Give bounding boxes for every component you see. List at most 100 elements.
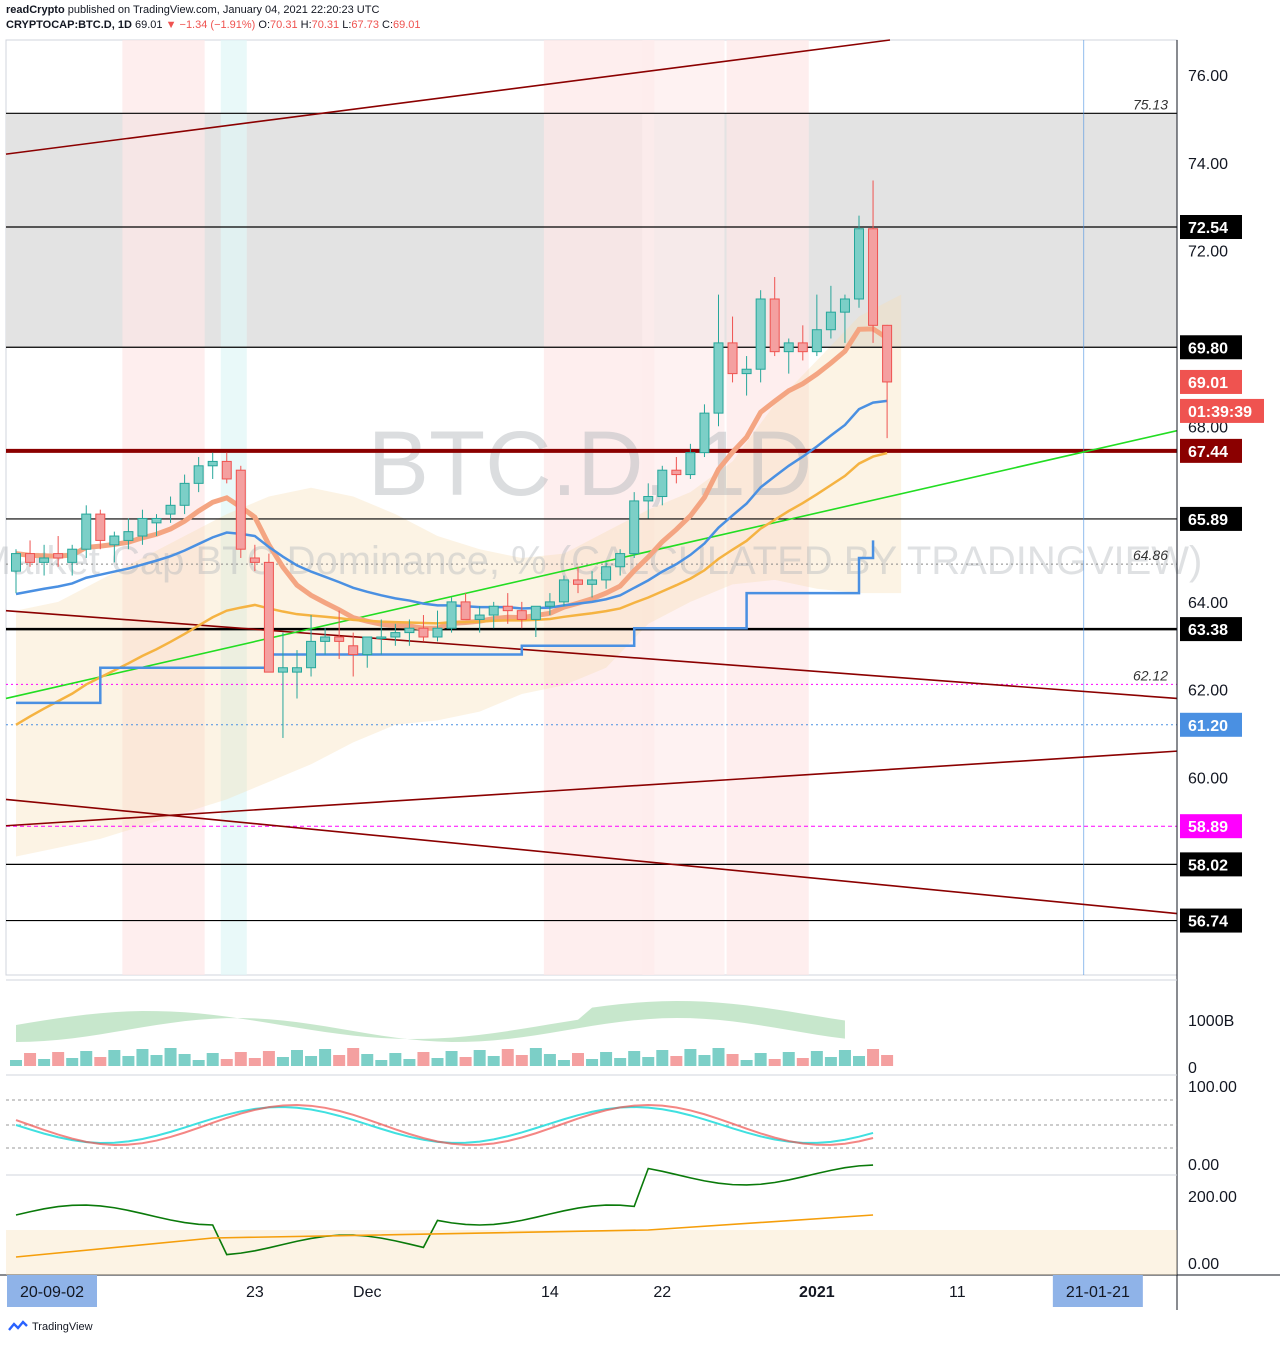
volume-tick-label: 1000B <box>1188 1013 1234 1030</box>
candle[interactable] <box>671 457 682 484</box>
candle[interactable] <box>558 575 569 607</box>
candle[interactable] <box>601 562 612 589</box>
candle[interactable] <box>418 615 429 642</box>
candle[interactable] <box>25 540 36 567</box>
candle[interactable] <box>516 601 527 629</box>
candle[interactable] <box>825 285 836 339</box>
candle[interactable] <box>390 623 401 646</box>
candle[interactable] <box>404 619 415 646</box>
price-label-text: 61.20 <box>1188 718 1228 735</box>
candle[interactable] <box>643 483 654 519</box>
candle[interactable] <box>11 549 21 594</box>
candle[interactable] <box>769 277 780 357</box>
candle[interactable] <box>502 593 513 624</box>
candle[interactable] <box>783 338 794 374</box>
candle[interactable] <box>151 514 162 537</box>
candle[interactable] <box>306 615 317 677</box>
candle[interactable] <box>179 474 190 515</box>
candle[interactable] <box>587 571 598 598</box>
candle[interactable] <box>320 628 331 655</box>
volume-bar <box>94 1057 107 1066</box>
candle[interactable] <box>755 290 766 383</box>
candle[interactable] <box>474 606 485 633</box>
candle[interactable] <box>249 544 260 572</box>
candle[interactable] <box>811 294 822 357</box>
candle[interactable] <box>868 180 879 343</box>
volume-bar <box>740 1060 753 1066</box>
candle[interactable] <box>348 632 359 677</box>
price-label: 56.74 <box>1180 908 1242 933</box>
volume-bar <box>726 1054 739 1066</box>
time-label-text: 22 <box>653 1284 671 1301</box>
candle-body <box>207 460 218 467</box>
candle[interactable] <box>741 356 752 396</box>
candle[interactable] <box>446 597 457 633</box>
candle[interactable] <box>137 509 148 545</box>
volume-bar <box>333 1055 346 1066</box>
candle[interactable] <box>207 452 218 479</box>
price-label: 63.38 <box>1180 617 1242 642</box>
volume-bar <box>782 1052 795 1066</box>
price-tick-label: 76.00 <box>1188 68 1228 85</box>
candle[interactable] <box>839 294 850 343</box>
price-tick-label: 68.00 <box>1188 419 1228 436</box>
candle[interactable] <box>530 605 541 637</box>
candle[interactable] <box>544 593 555 616</box>
publisher-name[interactable]: readCrypto <box>6 4 65 16</box>
candle-body <box>292 667 302 673</box>
volume-bar <box>403 1059 416 1066</box>
candle[interactable] <box>95 509 106 550</box>
candle[interactable] <box>882 324 893 439</box>
candle[interactable] <box>334 610 345 659</box>
candle[interactable] <box>699 404 710 458</box>
candle[interactable] <box>81 505 92 558</box>
candle[interactable] <box>432 610 443 642</box>
candle[interactable] <box>685 443 696 479</box>
volume-bar <box>80 1051 93 1066</box>
candle[interactable] <box>615 549 626 576</box>
published-text: published on TradingView.com, January 04… <box>67 4 380 16</box>
volume-bar <box>543 1054 556 1066</box>
candle[interactable] <box>727 316 738 383</box>
candle[interactable] <box>488 601 499 629</box>
candle[interactable] <box>797 325 808 361</box>
candle[interactable] <box>277 632 288 738</box>
candle[interactable] <box>362 636 373 668</box>
candle[interactable] <box>657 465 668 506</box>
green-trend-line <box>5 429 1178 700</box>
candle[interactable] <box>235 465 246 558</box>
last-price: 69.01 <box>134 19 163 31</box>
time-tick-label: 23 <box>246 1284 264 1301</box>
candle[interactable] <box>460 593 471 620</box>
candle-body <box>502 605 513 612</box>
candle[interactable] <box>67 544 78 576</box>
candle[interactable] <box>109 531 120 563</box>
candle[interactable] <box>573 566 583 594</box>
volume-bar <box>417 1052 430 1066</box>
tradingview-footer[interactable]: TradingView <box>8 1320 93 1334</box>
candle-body <box>755 298 766 370</box>
candle[interactable] <box>123 518 134 550</box>
candle[interactable] <box>376 619 387 655</box>
candle[interactable] <box>221 452 232 484</box>
volume-bar <box>234 1052 247 1066</box>
time-label-text: 21-01-21 <box>1066 1284 1130 1301</box>
candle[interactable] <box>292 650 302 699</box>
candle[interactable] <box>193 457 204 493</box>
price-label: 58.02 <box>1180 852 1242 877</box>
candle-body <box>277 667 288 673</box>
candle-body <box>348 645 359 656</box>
candle-body <box>868 228 879 326</box>
candle[interactable] <box>165 496 176 523</box>
candle[interactable] <box>713 294 724 427</box>
price-label-text: 01:39:39 <box>1188 404 1252 421</box>
candle[interactable] <box>854 215 864 308</box>
volume-bar <box>586 1059 599 1066</box>
candle[interactable] <box>53 536 64 567</box>
candle[interactable] <box>39 544 50 576</box>
volume-bar <box>262 1051 275 1066</box>
candle[interactable] <box>629 492 640 558</box>
volume-bar <box>347 1048 360 1066</box>
candle[interactable] <box>263 553 274 673</box>
